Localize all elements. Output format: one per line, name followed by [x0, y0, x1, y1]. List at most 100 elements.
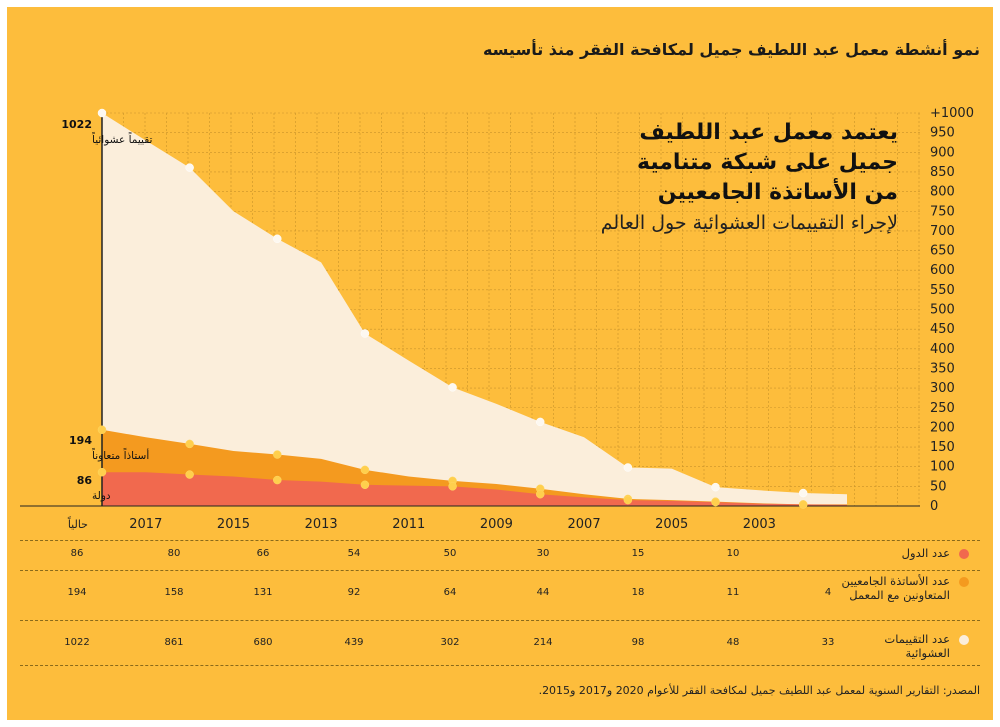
callout-bold: يعتمد معمل عبد اللطيف جميل على شبكة متنا…: [636, 120, 898, 205]
y-tick-label: 600: [930, 263, 955, 278]
x-tick-label: 2011: [392, 517, 425, 532]
table-cell: 214: [533, 637, 553, 648]
table-cell: 44: [536, 587, 550, 598]
y-tick-label: 50: [930, 479, 947, 494]
x-tick-label: 2017: [129, 517, 162, 532]
data-point: [273, 234, 282, 244]
data-point: [360, 480, 370, 490]
table-row-label: عدد التقييمات العشوائية: [884, 632, 950, 660]
table-cell: 302: [440, 637, 460, 648]
table-cell: 80: [167, 548, 181, 559]
table-cell: 1022: [64, 637, 90, 648]
data-point: [798, 500, 808, 509]
table-cell: 4: [824, 587, 832, 598]
table-cell: 92: [347, 587, 361, 598]
data-point: [185, 470, 194, 479]
data-point: [185, 163, 194, 172]
data-point: [448, 482, 457, 491]
table-cell: 158: [164, 587, 184, 598]
y-tick-label: 650: [930, 244, 955, 259]
data-point: [448, 383, 457, 392]
y-tick-label: 500: [930, 303, 955, 318]
x-tick-label: 2015: [217, 517, 250, 532]
data-point: [273, 475, 282, 485]
data-point: [623, 495, 633, 505]
area-chart: 0 50 100 150 200 250 300 350 400 450 500 550 600 650 7…: [20, 106, 974, 532]
data-point: [97, 108, 107, 118]
y-tick-label: 700: [930, 224, 955, 239]
y-tick-label: 800: [930, 185, 955, 200]
table-cell: 54: [347, 548, 361, 559]
legend-swatch: [959, 549, 969, 559]
table-cell: 680: [253, 637, 273, 648]
table-cell: 50: [443, 548, 457, 559]
data-point: [535, 417, 545, 427]
y-tick-label: 300: [930, 381, 955, 396]
table-cell: 48: [726, 637, 740, 648]
data-point: [535, 489, 545, 499]
table-cell: 98: [631, 637, 645, 648]
source-note: المصدر: التقارير السنوية لمعمل عبد اللطي…: [538, 684, 980, 697]
annotation-label: دولة: [92, 490, 111, 502]
data-point: [360, 329, 370, 338]
annotation-value: 86: [77, 474, 93, 487]
table-row-label: عدد الدول: [901, 546, 950, 560]
y-tick-label: 950: [930, 126, 955, 141]
legend-swatch: [959, 577, 969, 587]
x-tick-label: 2003: [743, 517, 776, 532]
table-cell: 194: [67, 587, 87, 598]
table-divider: [20, 570, 980, 571]
data-point: [97, 425, 107, 435]
annotation-label: أستاذاً متعاوناً: [92, 448, 150, 462]
y-tick-label: 450: [930, 322, 955, 337]
y-tick-label: 900: [930, 145, 955, 160]
x-tick-label-current: حالياً: [68, 516, 88, 531]
data-point: [185, 439, 194, 449]
table-cell: 33: [821, 637, 835, 648]
area-series: [102, 113, 847, 506]
table-divider: [20, 665, 980, 666]
data-point: [623, 463, 633, 472]
y-tick-label: +1000: [930, 106, 974, 121]
y-tick-label: 550: [930, 283, 955, 298]
y-tick-label: 150: [930, 440, 955, 455]
table-cell: 64: [443, 587, 457, 598]
data-point: [711, 497, 720, 507]
x-tick-label: 2013: [305, 517, 338, 532]
y-tick-label: 200: [930, 420, 955, 435]
x-tick-label: 2005: [655, 517, 688, 532]
data-point: [97, 467, 107, 477]
table-cell: 861: [164, 637, 184, 648]
legend-swatch: [959, 635, 969, 645]
y-tick-label: 350: [930, 361, 955, 376]
y-tick-label: 100: [930, 460, 955, 475]
table-cell: 11: [726, 587, 740, 598]
table-cell: 15: [631, 548, 645, 559]
table-cell: 131: [253, 587, 273, 598]
data-point: [273, 450, 282, 459]
data-point: [798, 488, 808, 498]
table-row-label: عدد الأساتذة الجامعيين المتعاونين مع الم…: [841, 574, 950, 602]
data-point: [360, 465, 370, 475]
x-tick-label: 2009: [480, 517, 513, 532]
x-tick-label: 2007: [568, 517, 601, 532]
y-tick-label: 850: [930, 165, 955, 180]
data-point: [711, 482, 720, 492]
annotation-value: 194: [69, 434, 92, 447]
annotation-label: تقييماً عشوائياً: [92, 132, 153, 146]
table-cell: 439: [344, 637, 364, 648]
callout-text: يعتمد معمل عبد اللطيف جميل على شبكة متنا…: [600, 118, 898, 238]
annotation-value: 1022: [61, 118, 92, 131]
table-cell: 18: [631, 587, 645, 598]
area-series: [102, 472, 847, 506]
callout-light: لإجراء التقييمات العشوائية حول العالم: [600, 212, 898, 234]
table-cell: 66: [256, 548, 270, 559]
table-divider: [20, 620, 980, 621]
chart-title: نمو أنشطة معمل عبد اللطيف جميل لمكافحة ا…: [482, 40, 980, 59]
y-tick-label: 750: [930, 204, 955, 219]
y-tick-label: 400: [930, 342, 955, 357]
table-cell: 10: [726, 548, 740, 559]
y-tick-label: 250: [930, 401, 955, 416]
table-cell: 30: [536, 548, 550, 559]
